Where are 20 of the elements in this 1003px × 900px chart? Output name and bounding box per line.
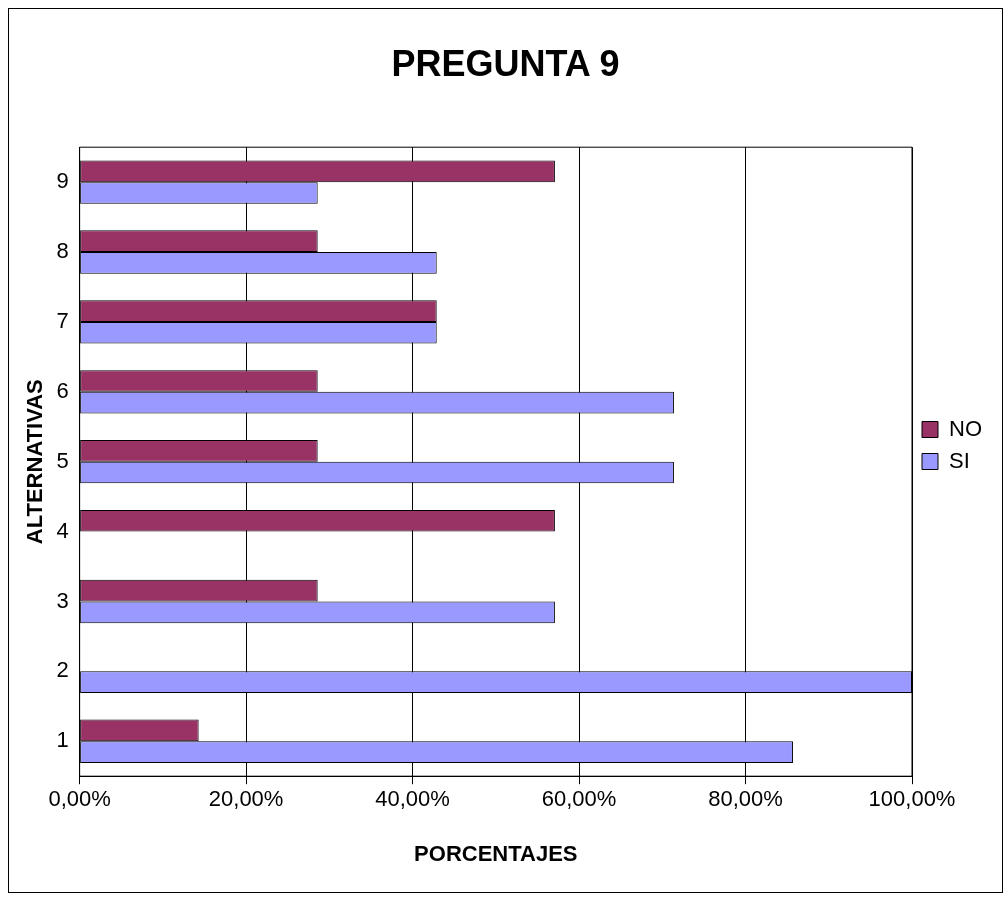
- chart-title: PREGUNTA 9: [391, 42, 620, 84]
- x-tick-label: 100,00%: [868, 786, 956, 812]
- y-tick-label: 7: [56, 307, 69, 333]
- y-tick-label: 8: [56, 238, 69, 264]
- y-tick-label: 3: [56, 587, 69, 613]
- legend-label: SI: [949, 447, 970, 473]
- y-axis-title: ALTERNATIVAS: [22, 379, 48, 545]
- legend-label: NO: [949, 415, 982, 441]
- x-tick-label: 0,00%: [48, 786, 111, 812]
- x-tick-label: 60,00%: [541, 786, 617, 812]
- x-axis-title: PORCENTAJES: [414, 840, 578, 866]
- x-tick-label: 80,00%: [708, 786, 783, 812]
- x-tick-label: 20,00%: [208, 786, 284, 812]
- x-tick-label: 40,00%: [375, 786, 450, 812]
- y-tick-label: 6: [56, 377, 69, 403]
- y-tick-label: 2: [56, 657, 69, 683]
- y-tick-label: 5: [56, 447, 69, 473]
- y-tick-label: 4: [56, 517, 69, 543]
- y-tick-label: 1: [56, 727, 69, 753]
- y-tick-label: 9: [56, 168, 69, 194]
